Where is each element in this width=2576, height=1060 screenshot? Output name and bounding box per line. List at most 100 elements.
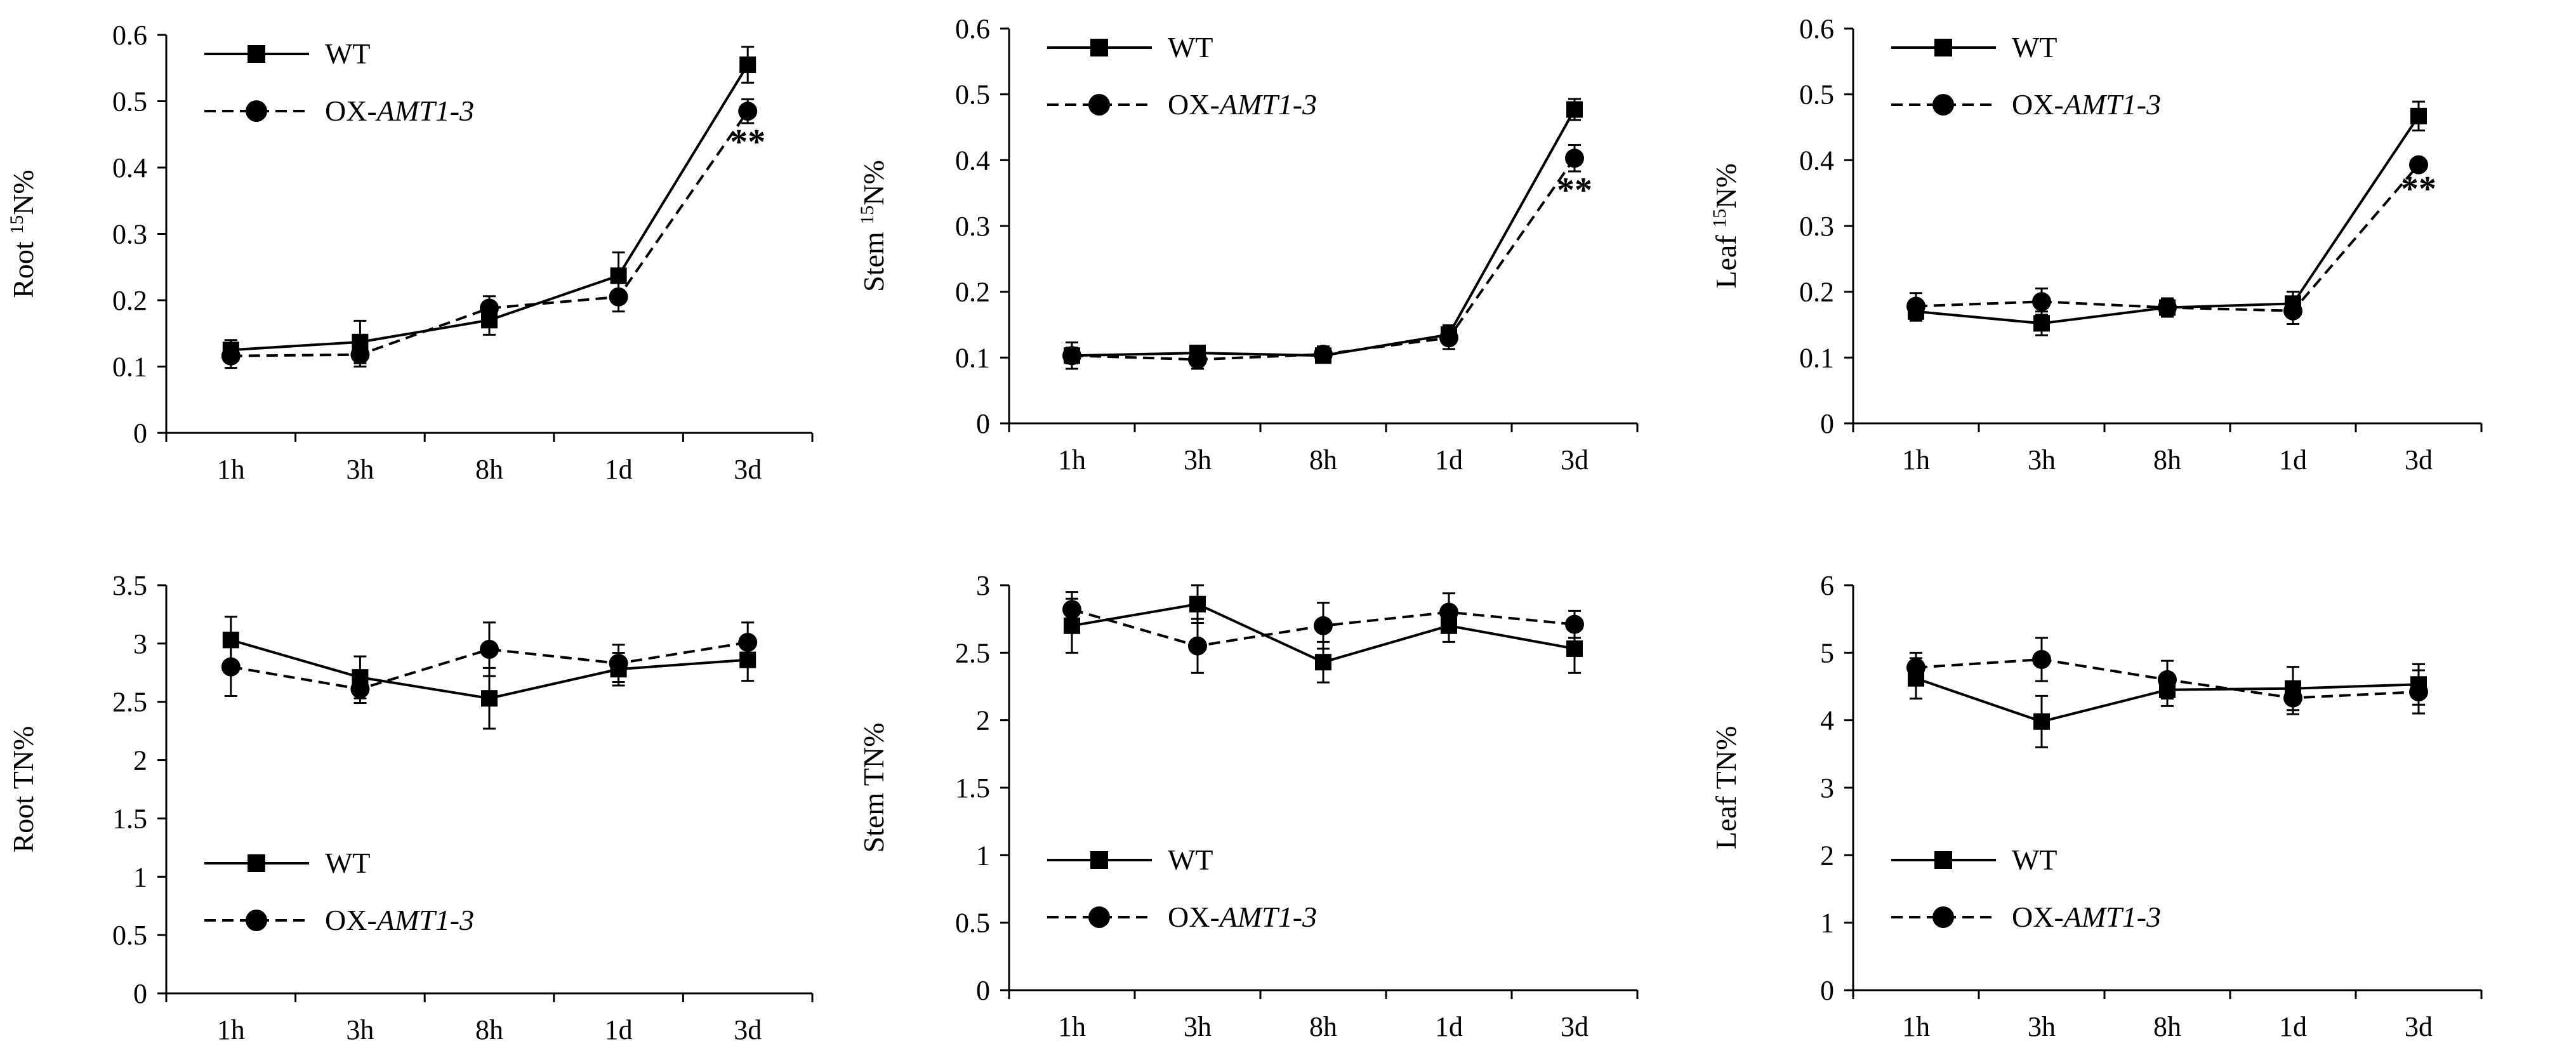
ox-series-point	[1314, 345, 1333, 364]
legend-ox-prefix: OX-	[2012, 901, 2064, 933]
y-tick-label: 3.5	[112, 570, 147, 601]
x-tick-label: 1h	[217, 1014, 245, 1045]
y-axis-label-superscript: 15	[6, 215, 27, 234]
x-tick-label: 1d	[605, 454, 633, 485]
y-tick-label: 0.1	[1799, 342, 1834, 373]
legend-ox-gene: AMT1-3	[1218, 88, 1317, 121]
legend-ox-marker	[246, 100, 267, 122]
ox-series-point	[1188, 636, 1207, 656]
legend-ox-label: OX-AMT1-3	[325, 904, 474, 936]
y-axis-label: Root TN%	[7, 726, 39, 853]
y-tick-label: 0	[133, 978, 147, 1009]
y-axis-label-unit: N%	[857, 160, 890, 206]
ox-series-point	[2158, 670, 2177, 689]
y-tick-label: 0	[1820, 408, 1834, 439]
ox-series-point	[1062, 600, 1081, 619]
x-tick-label: 8h	[475, 454, 503, 485]
ox-series-point	[738, 633, 758, 653]
legend-ox-prefix: OX-	[1168, 88, 1220, 121]
legend-ox-label: OX-AMT1-3	[325, 95, 474, 127]
panel-leaf-15n: 0 0.1 0.2 0.3 0.4 0.5 0.6 1h 3h 8h 1d 3d Leaf 15N% **…	[1709, 13, 2483, 475]
y-tick-label: 1.5	[955, 772, 990, 804]
x-tick-label: 3d	[2405, 444, 2433, 475]
y-tick-label: 6	[1820, 570, 1834, 601]
legend-wt-marker	[248, 854, 265, 872]
legend-ox-label: OX-AMT1-3	[1168, 88, 1317, 121]
y-tick-label: 1	[1820, 908, 1834, 939]
y-tick-label: 2	[133, 745, 147, 776]
y-axis-label: Root 15N%	[6, 169, 39, 298]
ox-series-point	[1188, 350, 1207, 369]
x-tick-label: 1d	[1435, 1011, 1463, 1042]
x-tick-label: 3h	[1184, 1011, 1212, 1042]
y-tick-label: 0.6	[112, 20, 147, 51]
ox-series-point	[2283, 688, 2302, 708]
y-tick-label: 0	[976, 975, 990, 1006]
y-tick-label: 3	[1820, 772, 1834, 804]
y-axis-label-text: Leaf	[1710, 228, 1742, 289]
legend: WT OX-AMT1-3	[1047, 31, 1317, 121]
y-tick-label: 1	[133, 861, 147, 892]
legend-wt-marker	[1090, 851, 1108, 869]
legend-ox-prefix: OX-	[2012, 88, 2064, 121]
legend-ox-prefix: OX-	[1168, 901, 1220, 933]
panel-stem-tn: 0 0.5 1 1.5 2 2.5 3 1h 3h 8h 1d 3d Stem TN% WT OX-AMT1…	[857, 570, 1639, 1042]
wt-series-point	[2033, 315, 2050, 332]
ox-series-point	[2409, 155, 2428, 175]
legend-ox-marker	[246, 910, 267, 931]
legend: WT OX-AMT1-3	[204, 37, 474, 127]
ox-series-point	[1565, 149, 1584, 168]
x-tick-label: 8h	[475, 1014, 503, 1045]
x-tick-label: 8h	[1309, 1011, 1337, 1042]
legend-wt-label: WT	[1168, 31, 1213, 63]
y-axis-label-text: Root	[7, 234, 39, 298]
legend-wt-label: WT	[325, 37, 371, 70]
legend-ox-gene: AMT1-3	[2062, 88, 2161, 121]
x-tick-label: 1h	[1058, 444, 1086, 475]
wt-series-point	[481, 690, 498, 707]
y-tick-label: 2	[976, 705, 990, 736]
x-tick-label: 3h	[2028, 444, 2056, 475]
ox-series-point	[1439, 328, 1458, 348]
y-tick-label: 1	[976, 840, 990, 871]
y-tick-label: 0	[133, 418, 147, 449]
x-tick-label: 3d	[1561, 1011, 1589, 1042]
y-tick-label: 4	[1820, 705, 1834, 736]
legend-ox-marker	[1088, 906, 1110, 928]
y-tick-label: 0.5	[112, 920, 147, 951]
legend-wt-label: WT	[1168, 844, 1213, 876]
ox-series-point	[1062, 346, 1081, 366]
y-axis-label: Leaf TN%	[1710, 726, 1742, 850]
x-tick-label: 3h	[1184, 444, 1212, 475]
y-tick-label: 0	[1820, 975, 1834, 1006]
legend: WT OX-AMT1-3	[204, 847, 474, 936]
panel-stem-15n: 0 0.1 0.2 0.3 0.4 0.5 0.6 1h 3h 8h 1d 3d Stem 15N% **…	[857, 13, 1639, 475]
significance-label: **	[730, 123, 765, 162]
legend-wt-marker	[1934, 39, 1952, 56]
legend-ox-marker	[1088, 94, 1110, 116]
x-tick-label: 3h	[2028, 1011, 2056, 1042]
ox-series-point	[609, 654, 628, 673]
wt-series-point	[1566, 101, 1583, 118]
x-tick-label: 3h	[346, 454, 374, 485]
y-tick-label: 0.3	[1799, 211, 1834, 242]
ox-series-point	[609, 287, 628, 307]
y-tick-label: 0.3	[112, 219, 147, 250]
y-tick-label: 0.6	[955, 13, 990, 44]
y-tick-label: 0.3	[955, 211, 990, 242]
legend-ox-label: OX-AMT1-3	[2012, 901, 2161, 933]
wt-series-point	[2033, 713, 2050, 730]
y-axis-label-text: Stem	[857, 225, 890, 292]
x-tick-label: 3d	[2405, 1011, 2433, 1042]
significance-label: **	[2401, 169, 2436, 209]
ox-series-point	[480, 640, 499, 659]
legend: WT OX-AMT1-3	[1891, 844, 2161, 933]
y-tick-label: 0	[976, 408, 990, 439]
ox-series-point	[221, 346, 241, 366]
y-tick-label: 2.5	[112, 687, 147, 718]
wt-series-point	[1189, 595, 1206, 613]
ox-series-point	[350, 679, 370, 699]
y-tick-label: 0.5	[955, 79, 990, 110]
ox-series-line	[1915, 164, 2420, 312]
legend-wt-label: WT	[325, 847, 371, 879]
